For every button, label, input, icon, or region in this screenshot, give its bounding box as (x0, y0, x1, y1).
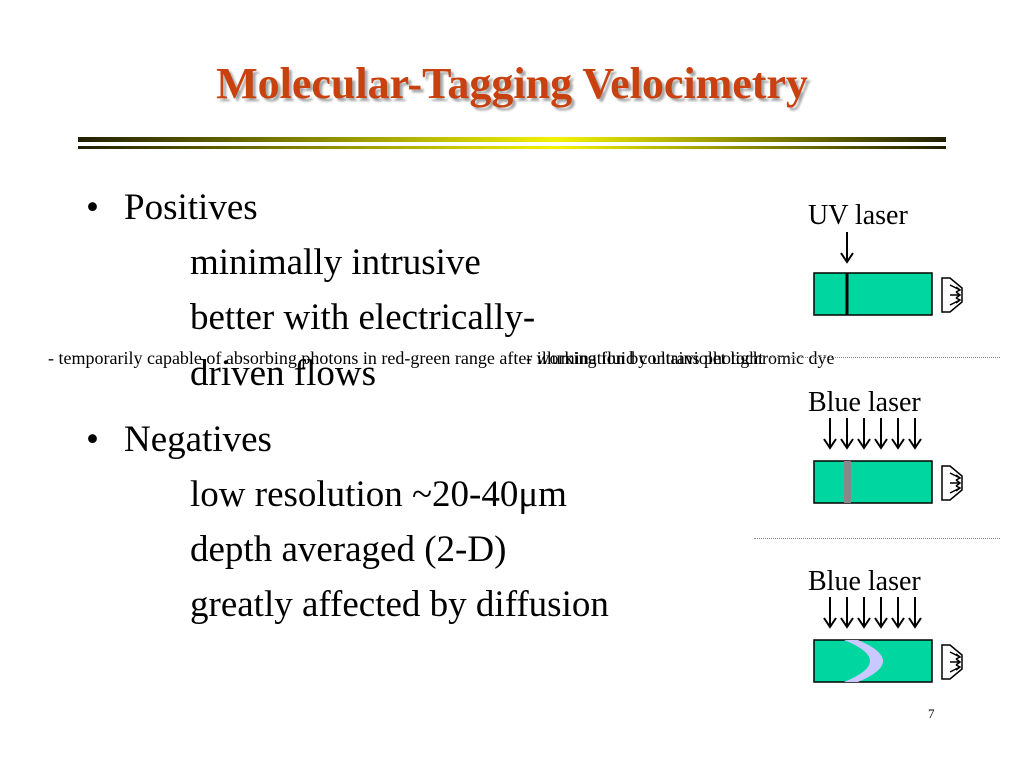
bullet-negatives: • Negatives (86, 418, 272, 461)
separator-line-1 (754, 357, 1000, 358)
bullet-dot: • (86, 419, 99, 460)
flow-channel (813, 460, 933, 504)
flow-channel (813, 272, 933, 316)
slide-title: Molecular-Tagging Velocimetry (216, 59, 808, 108)
bullet-positives: • Positives (86, 186, 258, 229)
negative-item-2: depth averaged (2-D) (190, 529, 507, 570)
camera-icon (941, 644, 963, 680)
title-divider-bottom (78, 146, 946, 149)
down-arrows-icon (823, 597, 922, 629)
bullet-dot: • (86, 187, 99, 228)
title-divider-top (78, 137, 946, 142)
positive-item-1: minimally intrusive (190, 242, 481, 283)
blue-laser-label-2: Blue laser (808, 566, 921, 597)
down-arrows-icon (823, 418, 922, 450)
negative-item-3: greatly affected by diffusion (190, 584, 609, 625)
positives-heading: Positives (124, 187, 258, 228)
page-number: 7 (928, 706, 935, 721)
diffused-profile (844, 640, 883, 682)
separator-line-2 (754, 538, 1000, 539)
uv-laser-label: UV laser (808, 200, 908, 231)
tagged-line (844, 461, 851, 503)
positive-item-3: driven flows (190, 353, 376, 394)
uv-laser-diagram (813, 232, 963, 316)
negatives-heading: Negatives (124, 419, 272, 460)
blue-laser-label-1: Blue laser (808, 387, 921, 418)
camera-icon (941, 277, 963, 313)
caption-left: - temporarily capable of absorbing photo… (48, 348, 764, 368)
blue-laser-diagram-1 (813, 418, 963, 504)
caption-right: - working fluid contains photochromic dy… (526, 348, 835, 368)
positive-item-2: better with electrically- (190, 297, 536, 338)
blue-laser-diagram-2 (813, 597, 963, 683)
camera-icon (941, 465, 963, 501)
down-arrow-icon (840, 232, 854, 264)
negative-item-1: low resolution ~20-40μm (190, 474, 567, 515)
